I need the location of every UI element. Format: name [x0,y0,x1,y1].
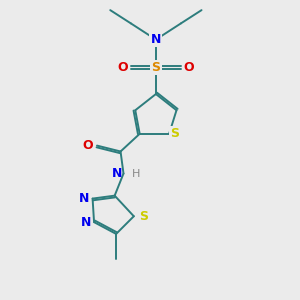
Text: S: S [152,61,160,74]
Text: O: O [117,61,128,74]
Text: O: O [82,139,93,152]
Text: N: N [151,33,161,46]
Text: H: H [132,169,140,178]
Text: N: N [79,192,90,205]
Text: S: S [139,210,148,223]
Text: O: O [184,61,194,74]
Text: S: S [170,127,179,140]
Text: N: N [112,167,122,180]
Text: N: N [81,216,91,229]
